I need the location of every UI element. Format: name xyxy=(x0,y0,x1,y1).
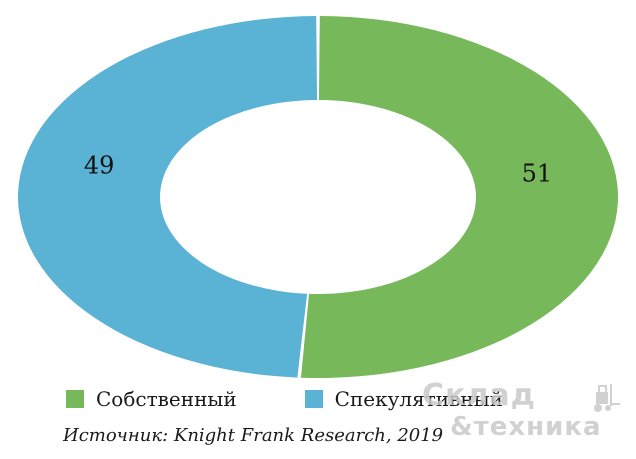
legend-swatch-speculative xyxy=(304,390,323,408)
watermark-line2: &техника xyxy=(450,412,602,442)
legend-swatch-own xyxy=(66,390,84,408)
source-note: Источник: Knight Frank Research, 2019 xyxy=(63,425,444,446)
data-label-speculative: 49 xyxy=(84,151,115,179)
donut-slice-speculative xyxy=(17,16,318,378)
donut-chart: 51 49 xyxy=(17,16,618,378)
forklift-icon xyxy=(594,384,620,412)
data-label-own: 51 xyxy=(522,160,553,188)
watermark-line1: Склад xyxy=(422,378,536,413)
legend-label-own: Собственный xyxy=(96,387,237,411)
legend-label-speculative: Спекулятивный xyxy=(334,387,503,411)
watermark-logo: Склад &техника xyxy=(418,378,628,450)
donut-slices xyxy=(17,16,618,378)
donut-data-labels: 51 49 xyxy=(84,151,552,187)
chart-legend: Собственный Спекулятивный xyxy=(66,387,571,411)
donut-slice-own xyxy=(300,16,618,378)
legend-item-speculative: Спекулятивный xyxy=(304,387,503,411)
legend-item-own: Собственный xyxy=(66,387,237,411)
